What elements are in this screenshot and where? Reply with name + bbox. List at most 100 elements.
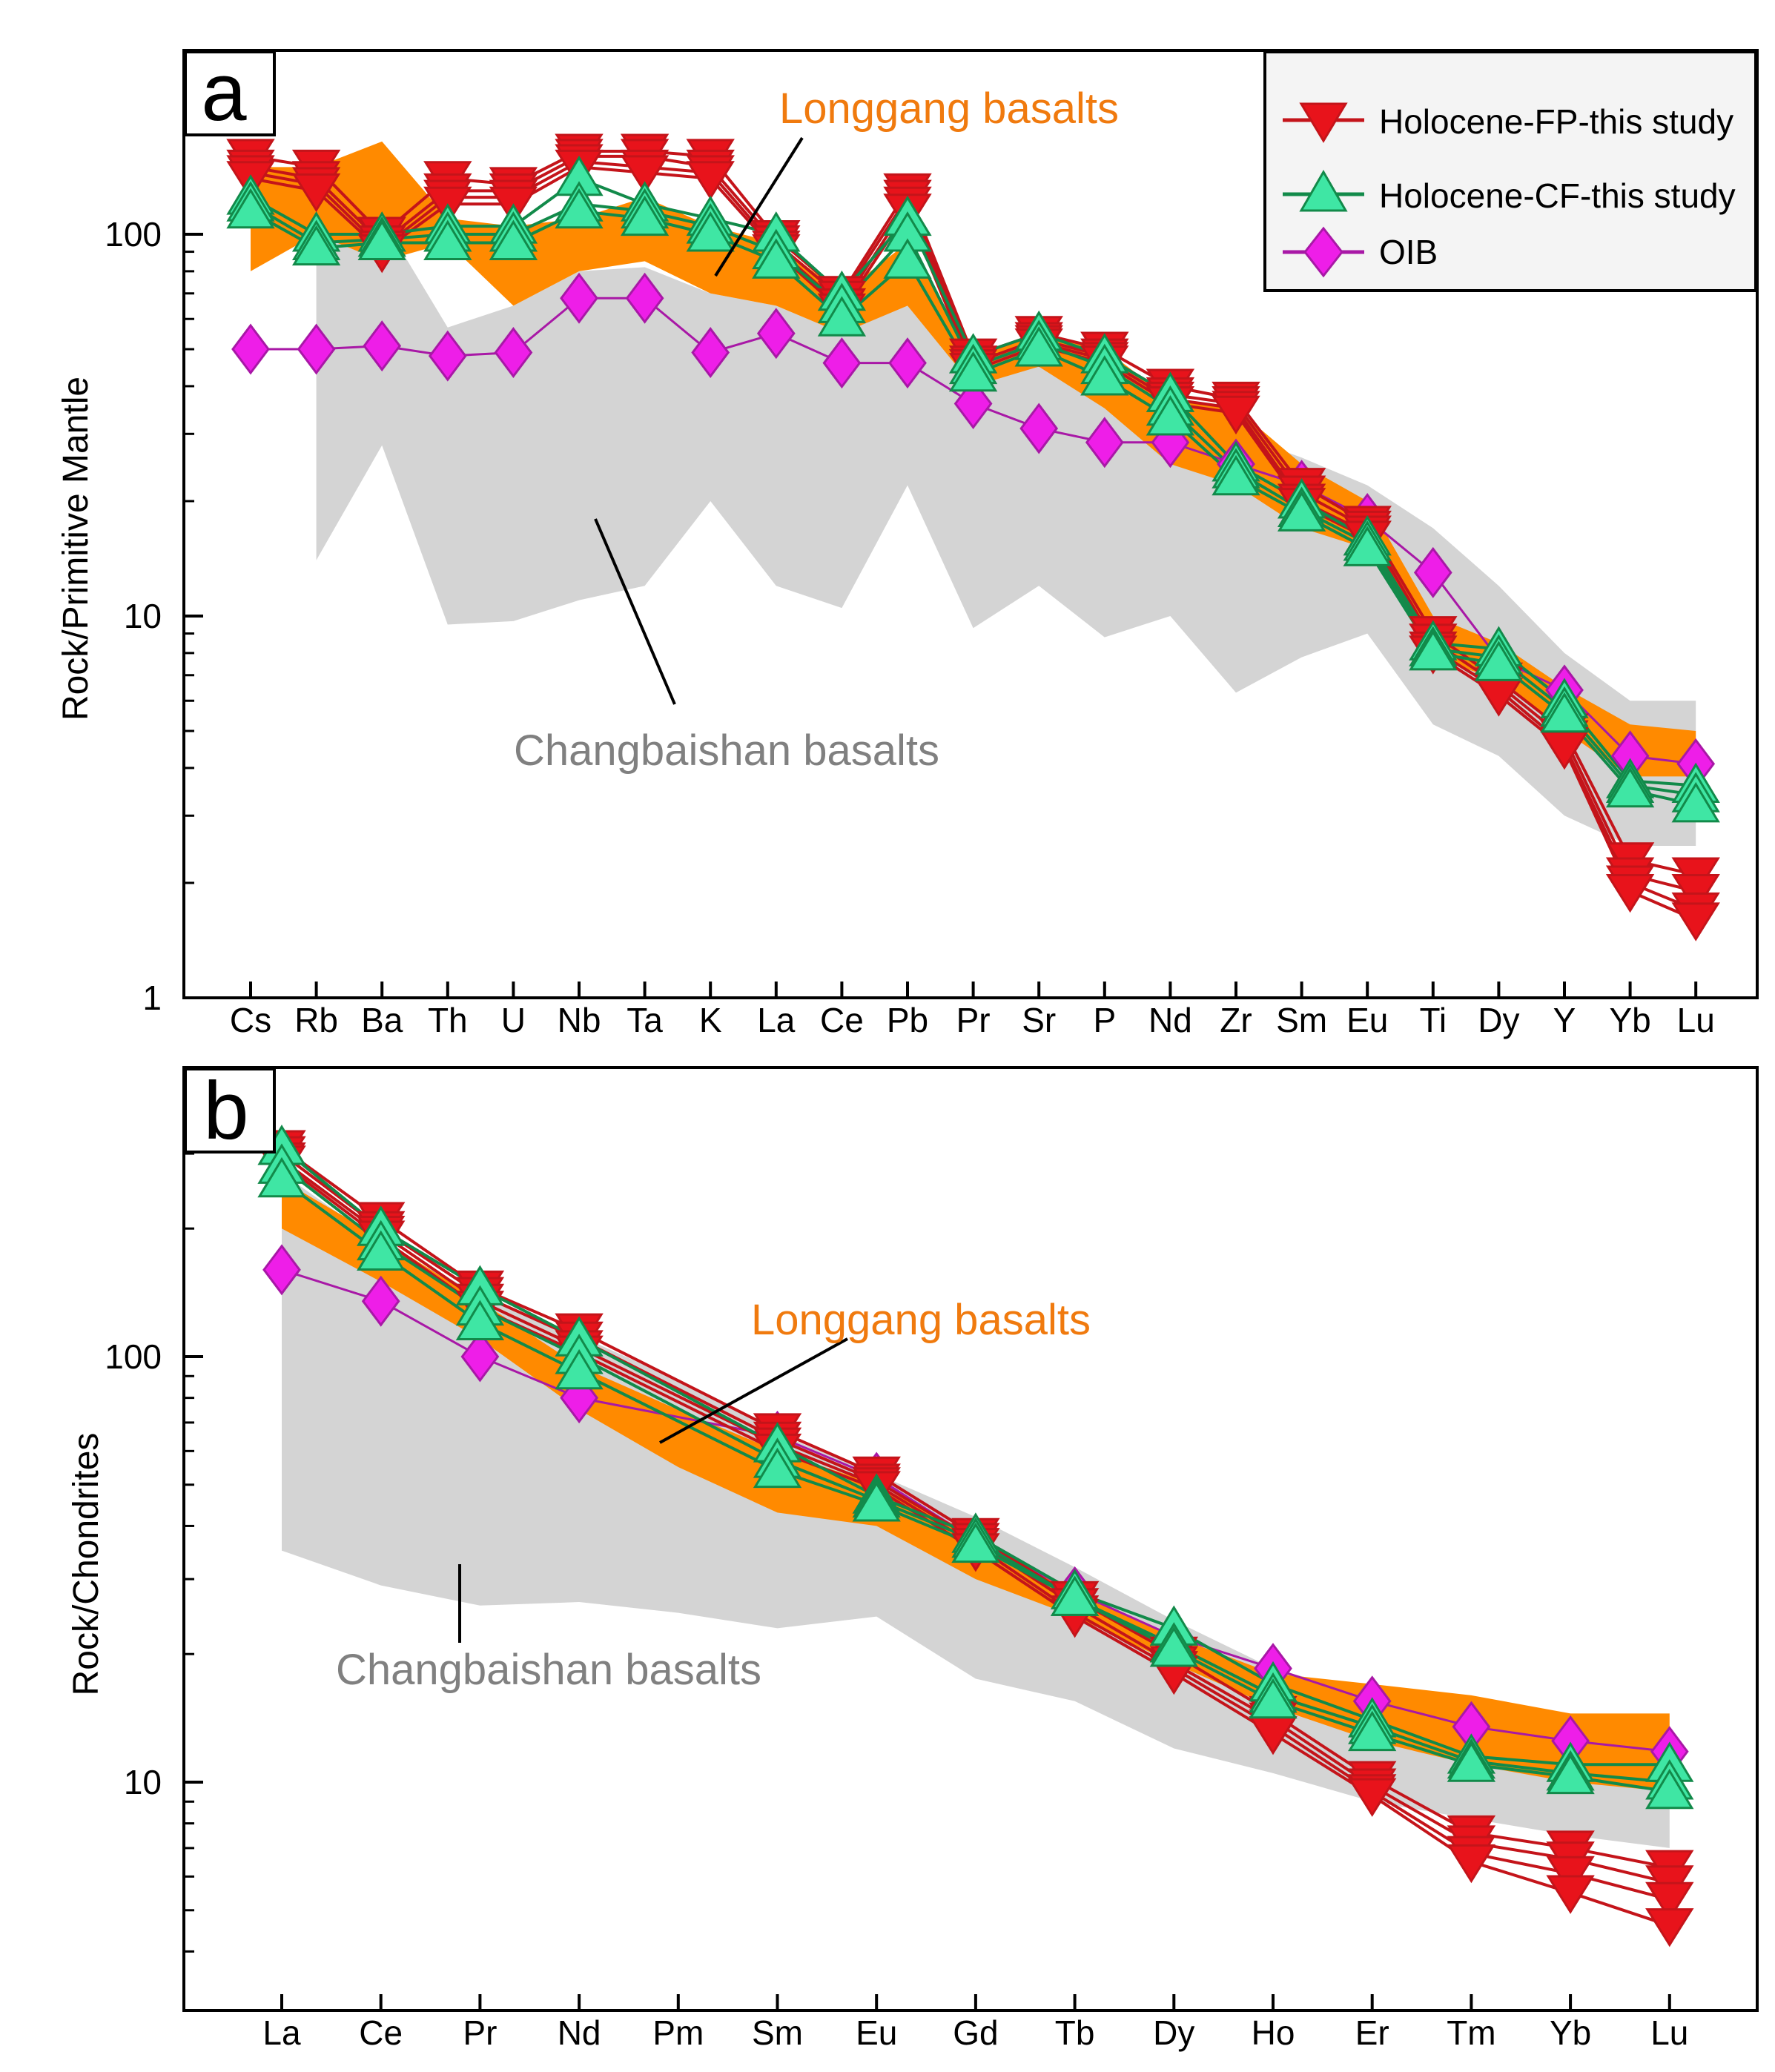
pb-cf-marker-6-Sm bbox=[753, 1447, 802, 1489]
pa-x-tick-label-Th: Th bbox=[428, 1001, 468, 1039]
pa-cf-marker-6-Lu bbox=[1671, 781, 1720, 823]
y-axis-label-b: Rock/Chondrites bbox=[67, 1433, 106, 1696]
pa-fp-marker-3-Rb bbox=[291, 173, 341, 213]
pa-fp-marker-3-Zr bbox=[1212, 395, 1260, 435]
pb-x-tick-label-La: La bbox=[262, 2013, 301, 2052]
pa-oib-marker-7-Ti bbox=[1413, 546, 1452, 598]
pa-y-tick-label-100: 100 bbox=[105, 215, 162, 254]
pa-oib-marker-7-P bbox=[1085, 417, 1124, 469]
pa-x-tick-label-Sr: Sr bbox=[1022, 1001, 1056, 1039]
panel-label-box-a bbox=[184, 50, 276, 136]
pb-fp-marker-3-Er bbox=[1347, 1778, 1397, 1817]
pb-fp-marker-3-Yb bbox=[1546, 1875, 1595, 1914]
pa-oib-marker-7-Cs bbox=[231, 323, 270, 375]
pb-cf-marker-6-Pr bbox=[455, 1300, 505, 1341]
pb-cf-marker-6-Tb bbox=[1050, 1575, 1100, 1616]
legend-fp-marker bbox=[1299, 102, 1348, 143]
pb-fp-marker-2-Lu bbox=[1645, 1881, 1694, 1922]
pa-y-tick-label-10: 10 bbox=[124, 597, 162, 635]
pb-x-tick-label-Dy: Dy bbox=[1153, 2013, 1194, 2052]
pa-fp-marker-3-Ta bbox=[620, 155, 670, 194]
pb-cf-marker-6-Gd bbox=[951, 1522, 1000, 1563]
legend-cf-label: Holocene-CF-this study bbox=[1379, 176, 1736, 215]
pa-cf-marker-6-Ce bbox=[817, 296, 867, 337]
pb-oib-marker-7-Pr bbox=[460, 1331, 500, 1383]
pa-x-tick-label-Ta: Ta bbox=[627, 1001, 663, 1039]
pa-oib-marker-7-Th bbox=[428, 330, 467, 382]
pb-changbaishan-band bbox=[282, 1173, 1670, 1848]
pa-cf-marker-6-Pb bbox=[883, 238, 932, 279]
pa-x-tick-label-Rb: Rb bbox=[294, 1001, 338, 1039]
pb-cf-marker-6-Nd bbox=[555, 1348, 604, 1390]
pb-fp-marker-3-Lu bbox=[1645, 1908, 1694, 1947]
pb-x-tick-label-Eu: Eu bbox=[856, 2013, 897, 2052]
pa-x-tick-label-Pb: Pb bbox=[887, 1001, 928, 1039]
pb-y-tick-label-100: 100 bbox=[105, 1337, 162, 1376]
pa-oib-marker-7-Pr bbox=[953, 378, 993, 430]
pb-cf-marker-6-Ho bbox=[1249, 1678, 1298, 1719]
pa-fp-marker-3-Lu bbox=[1671, 902, 1720, 941]
pb-cf-marker-6-Tm bbox=[1447, 1741, 1496, 1782]
pb-x-tick-label-Ho: Ho bbox=[1252, 2013, 1295, 2052]
pa-x-tick-label-Pr: Pr bbox=[956, 1001, 991, 1039]
pa-cf-marker-6-Sm bbox=[1277, 491, 1326, 532]
panel-letter-a: a bbox=[201, 47, 247, 138]
pa-x-tick-label-La: La bbox=[757, 1001, 796, 1039]
legend-fp-label: Holocene-FP-this study bbox=[1379, 102, 1733, 141]
pa-cf-marker-6-Rb bbox=[291, 225, 341, 266]
pb-cf-marker-6-Er bbox=[1348, 1710, 1397, 1752]
pa-cf-marker-6-Nb bbox=[555, 188, 604, 229]
pb-x-tick-label-Tm: Tm bbox=[1447, 2013, 1495, 2052]
pa-oib-marker-7-Ce bbox=[822, 337, 862, 389]
pa-x-tick-label-Nb: Nb bbox=[558, 1001, 601, 1039]
pa-cf-marker-6-Th bbox=[423, 219, 472, 260]
changbaishan-pointer-a bbox=[594, 518, 676, 705]
changbaishan-label-b: Changbaishan basalts bbox=[336, 1646, 761, 1694]
pb-cf-marker-6-Yb bbox=[1546, 1753, 1595, 1795]
pa-cf-marker-6-Yb bbox=[1605, 767, 1655, 808]
panel-a: Longgang basalts Changbaishan basalts Cs… bbox=[56, 47, 1759, 1039]
pa-fp-marker-3-K bbox=[686, 161, 735, 200]
pb-x-tick-label-Gd: Gd bbox=[953, 2013, 998, 2052]
pb-x-tick-label-Ce: Ce bbox=[359, 2013, 403, 2052]
pa-x-tick-label-Ce: Ce bbox=[820, 1001, 864, 1039]
longgang-label-b: Longgang basalts bbox=[751, 1296, 1091, 1344]
plot-frame-a bbox=[182, 49, 1759, 999]
pa-cf-marker-6-Ta bbox=[620, 195, 670, 236]
pa-oib-marker-7-K bbox=[691, 327, 730, 379]
pa-cf-marker-6-Eu bbox=[1343, 526, 1392, 566]
pa-cf-marker-6-Zr bbox=[1212, 454, 1260, 496]
pa-x-tick-label-Y: Y bbox=[1553, 1001, 1576, 1039]
pb-cf-marker-6-Dy bbox=[1149, 1626, 1198, 1667]
pb-x-tick-label-Yb: Yb bbox=[1550, 2013, 1591, 2052]
pb-x-tick-label-Nd: Nd bbox=[558, 2013, 601, 2052]
pa-cf-marker-6-Ti bbox=[1409, 629, 1458, 671]
pb-cf-marker-6-La bbox=[257, 1156, 306, 1198]
pb-x-tick-label-Er: Er bbox=[1355, 2013, 1389, 2052]
pa-fp-marker-3-Yb bbox=[1605, 873, 1655, 913]
pa-x-tick-label-U: U bbox=[501, 1001, 526, 1039]
pb-y-tick-label-10: 10 bbox=[124, 1763, 162, 1801]
pa-cf-marker-6-Cs bbox=[226, 188, 275, 229]
pa-cf-marker-6-Dy bbox=[1474, 641, 1524, 681]
pa-oib-marker-7-Pb bbox=[888, 337, 927, 389]
pb-x-tick-label-Tb: Tb bbox=[1055, 2013, 1095, 2052]
pa-cf-marker-6-U bbox=[489, 219, 538, 260]
pb-oib-marker-7-Ce bbox=[361, 1275, 400, 1327]
pa-oib-marker-7-La bbox=[756, 308, 796, 360]
pa-oib-marker-7-Sr bbox=[1019, 403, 1059, 454]
changbaishan-label-a: Changbaishan basalts bbox=[514, 726, 939, 775]
longgang-pointer-a bbox=[714, 136, 804, 277]
legend-cf-marker bbox=[1299, 169, 1348, 212]
pa-x-tick-label-Yb: Yb bbox=[1609, 1001, 1650, 1039]
pb-x-tick-label-Pm: Pm bbox=[652, 2013, 704, 2052]
legend: Holocene-FP-this study Holocene-CF-this … bbox=[1263, 50, 1757, 292]
pa-changbaishan-band bbox=[316, 218, 1696, 847]
pa-oib-marker-7-Rb bbox=[297, 323, 336, 375]
pa-x-tick-label-Ba: Ba bbox=[361, 1001, 403, 1039]
panel-label-box-b bbox=[184, 1068, 276, 1153]
pa-x-tick-label-Sm: Sm bbox=[1276, 1001, 1327, 1039]
legend-oib-label: OIB bbox=[1379, 233, 1438, 271]
pa-oib-marker-7-Ba bbox=[363, 320, 402, 372]
